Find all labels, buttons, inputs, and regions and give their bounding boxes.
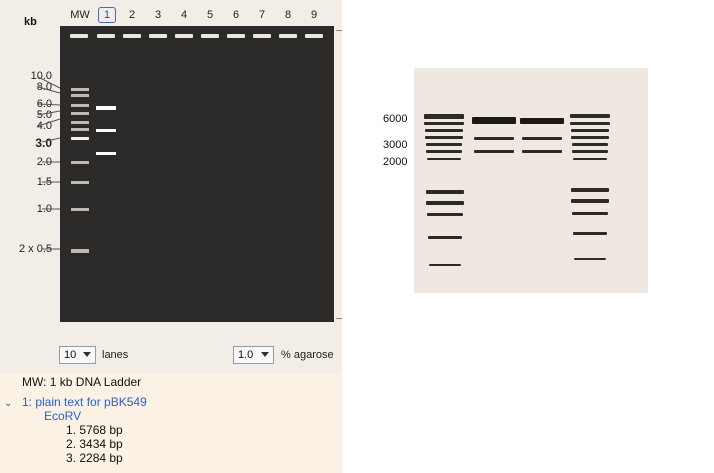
ladder-band (71, 88, 89, 91)
gel-photo (414, 68, 648, 293)
lane-label-mw[interactable]: MW (69, 9, 91, 21)
ladder-leader-lines (38, 70, 62, 260)
ladder-band (71, 249, 89, 253)
photo-band (574, 258, 606, 260)
photo-label-3000: 3000 (383, 139, 407, 151)
ladder-band (71, 161, 89, 164)
photo-band (571, 199, 609, 203)
photo-band (474, 137, 514, 140)
photo-band (571, 188, 609, 192)
photo-band (573, 232, 607, 235)
photo-band (425, 136, 463, 139)
chevron-down-icon[interactable]: ⌄ (4, 398, 12, 409)
chevron-down-icon (261, 352, 269, 357)
photo-band (425, 129, 463, 132)
photo-band (570, 122, 610, 125)
sample-info-panel: MW: 1 kb DNA Ladder ⌄ 1: plain text for … (0, 373, 342, 473)
well-3 (149, 34, 167, 38)
ladder-band (71, 121, 89, 124)
photo-band (474, 150, 514, 153)
ladder-band (71, 181, 89, 184)
sample-enzyme-link[interactable]: EcoRV (44, 409, 81, 423)
photo-label-6000: 6000 (383, 113, 407, 125)
well-1 (97, 34, 115, 38)
well-7 (253, 34, 271, 38)
photo-label-2000: 2000 (383, 156, 407, 168)
kb-unit-label: kb (24, 16, 37, 28)
fragment-item: 2. 3434 bp (66, 437, 123, 451)
ladder-band (71, 137, 89, 140)
photo-band (426, 201, 464, 205)
photo-band (522, 137, 562, 140)
well-8 (279, 34, 297, 38)
gel-image (60, 26, 334, 322)
ladder-band (71, 94, 89, 97)
well-2 (123, 34, 141, 38)
ladder-band (71, 112, 89, 115)
photo-band (572, 143, 608, 146)
lane-label-4[interactable]: 4 (176, 9, 192, 21)
photo-band (520, 118, 564, 124)
fragment-item: 1. 5768 bp (66, 423, 123, 437)
well-6 (227, 34, 245, 38)
lane-label-7[interactable]: 7 (254, 9, 270, 21)
ladder-band (71, 128, 89, 131)
lane-count-value: 10 (64, 349, 76, 361)
agarose-select[interactable]: 1.0 (233, 346, 274, 364)
photo-band (571, 129, 609, 132)
well-5 (201, 34, 219, 38)
gel-simulator-panel: kb MW 1 2 3 4 5 6 7 8 9 10.0 8.0 6.0 5.0… (0, 0, 342, 373)
photo-band (424, 114, 464, 119)
sample-band-3 (96, 152, 116, 155)
mw-description: MW: 1 kb DNA Ladder (22, 375, 141, 389)
well-9 (305, 34, 323, 38)
photo-band (573, 158, 607, 160)
ladder-band (71, 104, 89, 107)
well-4 (175, 34, 193, 38)
well-mw (70, 34, 88, 38)
photo-band (428, 236, 462, 239)
lane-label-1[interactable]: 1 (98, 7, 116, 23)
photo-band (426, 150, 462, 153)
lane-label-2[interactable]: 2 (124, 9, 140, 21)
photo-band (570, 114, 610, 118)
photo-band (429, 264, 461, 266)
photo-band (572, 150, 608, 153)
photo-band (472, 117, 516, 124)
photo-band (427, 213, 463, 216)
scale-tick (336, 30, 342, 31)
lane-count-select[interactable]: 10 (59, 346, 96, 364)
sample-title-link[interactable]: 1: plain text for pBK549 (22, 395, 147, 409)
fragment-item: 3. 2284 bp (66, 451, 123, 465)
photo-band (522, 150, 562, 153)
lane-label-3[interactable]: 3 (150, 9, 166, 21)
lanes-label: lanes (102, 349, 128, 361)
photo-band (426, 143, 462, 146)
agarose-value: 1.0 (238, 349, 253, 361)
lane-label-8[interactable]: 8 (280, 9, 296, 21)
photo-band (571, 136, 609, 139)
agarose-label: % agarose (281, 349, 334, 361)
ladder-band (71, 208, 89, 211)
photo-band (424, 122, 464, 125)
photo-band (427, 158, 461, 160)
lane-label-9[interactable]: 9 (306, 9, 322, 21)
photo-band (572, 212, 608, 215)
lane-label-6[interactable]: 6 (228, 9, 244, 21)
chevron-down-icon (83, 352, 91, 357)
lane-label-5[interactable]: 5 (202, 9, 218, 21)
scale-tick (336, 318, 342, 319)
sample-band-2 (96, 129, 116, 132)
photo-band (426, 190, 464, 194)
sample-band-1 (96, 106, 116, 110)
